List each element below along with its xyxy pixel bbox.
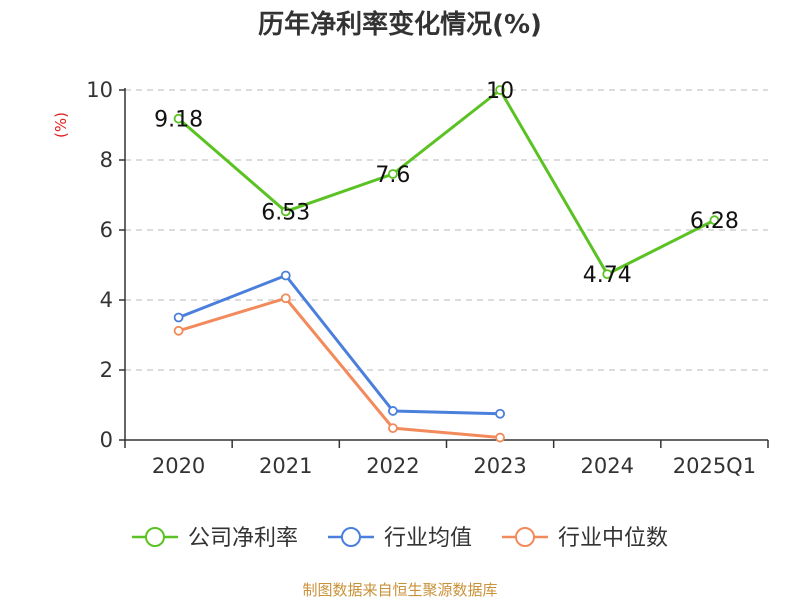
y-tick-label: 8 — [100, 148, 113, 172]
data-point — [709, 215, 720, 226]
data-point — [173, 312, 184, 323]
data-label: 7.6 — [375, 163, 410, 188]
series-group — [173, 270, 505, 419]
data-labels: 9.18 6.53 7.6 10 4.74 6.28 — [154, 79, 739, 288]
legend-label: 行业中位数 — [558, 526, 668, 551]
data-point — [280, 293, 291, 304]
y-tick-label: 4 — [100, 288, 113, 312]
chart-title: 历年净利率变化情况(%) — [258, 9, 542, 40]
data-point — [173, 113, 184, 124]
data-point — [280, 206, 291, 217]
data-label: 6.28 — [690, 209, 739, 234]
data-label: 10 — [486, 79, 514, 104]
x-tick-label: 2022 — [366, 454, 419, 478]
data-point — [388, 423, 398, 434]
source-note: 制图数据来自恒生聚源数据库 — [302, 581, 497, 599]
series-group — [173, 293, 505, 443]
grid-lines — [125, 89, 768, 371]
data-point — [388, 169, 398, 179]
y-tick-label: 10 — [86, 78, 113, 102]
y-tick-label: 2 — [100, 358, 113, 382]
legend-label: 行业均值 — [384, 526, 472, 551]
data-label: 6.53 — [261, 200, 310, 225]
series-group — [173, 85, 720, 280]
legend-label: 公司净利率 — [188, 526, 298, 551]
x-tick-label: 2025Q1 — [673, 454, 756, 478]
series-lines — [173, 85, 720, 443]
data-point — [602, 269, 613, 280]
y-tick-label: 0 — [100, 428, 113, 452]
axes: 0 2 4 6 8 10 2020 2021 2022 2023 2024 2025Q1 — [86, 78, 769, 478]
x-tick-label: 2024 — [581, 454, 634, 478]
legend-swatch-marker — [515, 527, 536, 547]
x-tick-label: 2023 — [473, 454, 526, 478]
data-point — [173, 325, 184, 336]
legend-swatch-marker — [144, 527, 165, 547]
legend-swatch-marker — [340, 527, 361, 547]
legend-item[interactable]: 行业均值 — [327, 526, 472, 551]
data-point — [495, 432, 505, 443]
data-label: 9.18 — [154, 108, 203, 133]
y-axis-unit-label: (%) — [52, 112, 70, 138]
data-point — [280, 270, 291, 281]
x-tick-label: 2021 — [259, 454, 312, 478]
x-tick-label: 2020 — [152, 454, 205, 478]
series-line — [177, 274, 502, 416]
legend: 公司净利率 行业均值 行业中位数 — [131, 526, 668, 551]
data-point — [388, 406, 398, 416]
series-line — [177, 88, 716, 276]
legend-item[interactable]: 公司净利率 — [131, 526, 298, 551]
data-point — [495, 85, 505, 95]
data-label: 4.74 — [583, 263, 632, 288]
series-line — [177, 296, 502, 440]
y-tick-label: 6 — [100, 218, 113, 242]
legend-item[interactable]: 行业中位数 — [502, 526, 668, 551]
data-point — [495, 408, 505, 419]
